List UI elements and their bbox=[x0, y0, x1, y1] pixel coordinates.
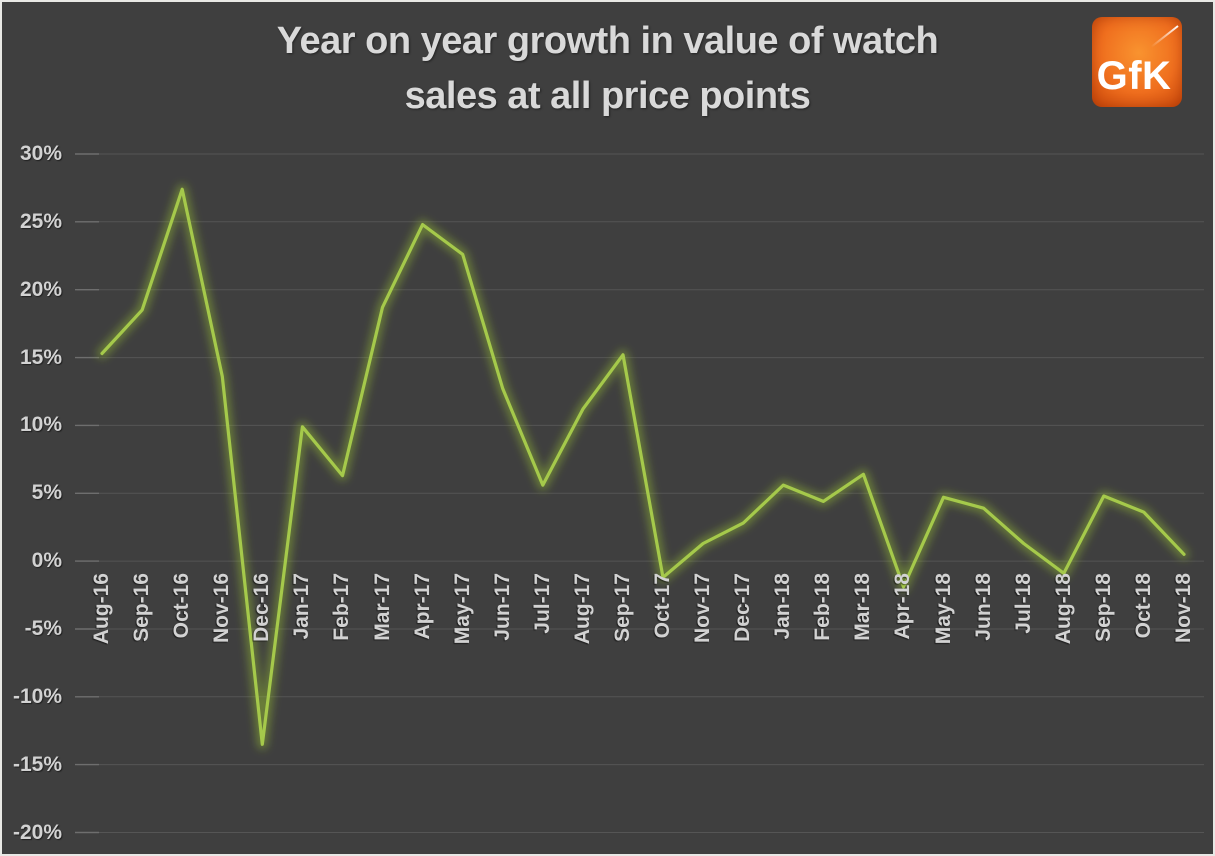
x-axis-tick-label: Jan-17 bbox=[290, 573, 314, 640]
x-axis-tick-label: Aug-16 bbox=[90, 573, 114, 645]
x-axis-tick-label: Oct-17 bbox=[651, 573, 675, 639]
y-axis-tick-label: 10% bbox=[19, 413, 62, 437]
y-axis-tick-label: 0% bbox=[31, 549, 62, 573]
x-axis-tick-label: Jul-18 bbox=[1011, 573, 1035, 634]
x-axis-tick-label: Feb-18 bbox=[811, 573, 835, 641]
y-axis-tick-label: -20% bbox=[12, 820, 62, 844]
x-axis-tick-label: Oct-18 bbox=[1131, 573, 1155, 639]
x-axis-tick-label: Sep-17 bbox=[610, 573, 634, 642]
y-axis-tick-label: -5% bbox=[24, 616, 62, 640]
y-axis-tick-label: 20% bbox=[19, 277, 62, 301]
gfk-logo-text: GfK bbox=[1096, 54, 1172, 98]
x-axis-tick-label: May-18 bbox=[931, 573, 955, 645]
x-axis-tick-label: Jan-18 bbox=[771, 573, 795, 640]
x-axis-tick-label: Feb-17 bbox=[330, 573, 354, 641]
chart-title-line-1: Year on year growth in value of watch bbox=[276, 20, 939, 62]
chart-title-line-2: sales at all price points bbox=[404, 75, 811, 117]
y-axis-tick-label: -15% bbox=[12, 752, 62, 776]
y-axis-tick-label: 25% bbox=[19, 209, 62, 233]
x-axis-tick-label: Nov-16 bbox=[210, 573, 234, 644]
y-axis-tick-label: -10% bbox=[12, 684, 62, 708]
y-axis-tick-label: 5% bbox=[31, 481, 62, 505]
x-axis-tick-label: Apr-17 bbox=[410, 573, 434, 640]
x-axis-tick-label: Sep-18 bbox=[1091, 573, 1115, 642]
x-axis-tick-label: Dec-17 bbox=[731, 573, 755, 642]
x-axis-tick-label: Jun-17 bbox=[490, 573, 514, 641]
x-axis-tick-label: Mar-17 bbox=[370, 573, 394, 641]
x-axis-tick-label: Nov-18 bbox=[1171, 573, 1195, 644]
y-axis-tick-label: 30% bbox=[19, 142, 62, 165]
data-line bbox=[100, 187, 1186, 746]
y-axis-tick-label: 15% bbox=[19, 345, 62, 369]
x-axis-tick-label: Sep-16 bbox=[130, 573, 154, 642]
x-axis-tick-label: Dec-16 bbox=[250, 573, 274, 642]
x-axis-tick-label: Jun-18 bbox=[971, 573, 995, 641]
x-axis-tick-label: Mar-18 bbox=[851, 573, 875, 641]
x-axis-tick-label: Nov-17 bbox=[691, 573, 715, 644]
x-axis-tick-label: May-17 bbox=[450, 573, 474, 645]
x-axis-tick-label: Apr-18 bbox=[891, 573, 915, 640]
x-axis-tick-label: Aug-18 bbox=[1051, 573, 1075, 645]
chart-title: Year on year growth in value of watch sa… bbox=[2, 14, 1213, 124]
x-axis-tick-label: Oct-16 bbox=[170, 573, 194, 639]
x-axis-tick-label: Aug-17 bbox=[570, 573, 594, 645]
x-axis-tick-label: Jul-17 bbox=[530, 573, 554, 634]
gfk-logo: GfK bbox=[1092, 17, 1182, 107]
